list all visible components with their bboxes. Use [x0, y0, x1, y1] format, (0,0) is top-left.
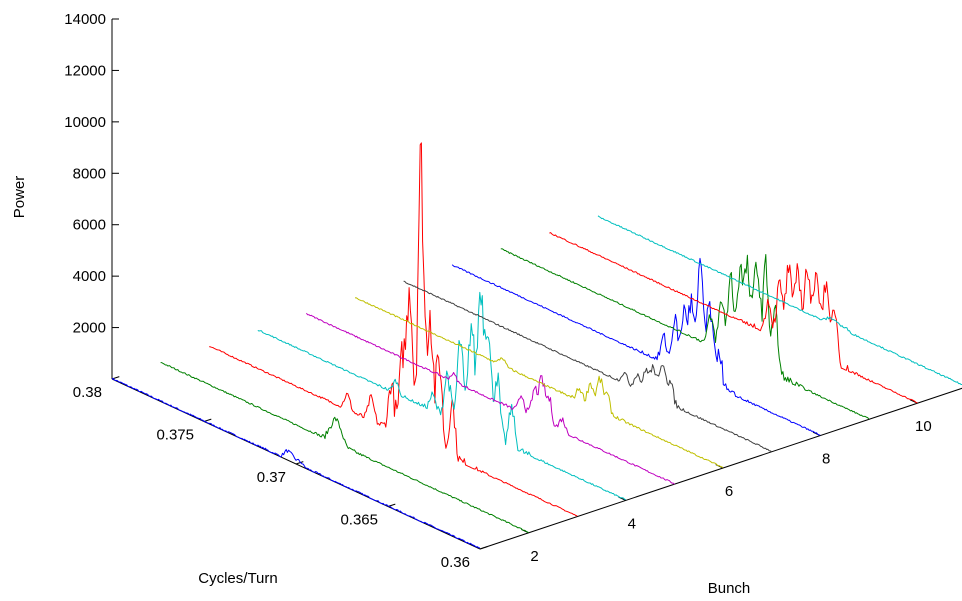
bunch-axis-line [479, 387, 962, 550]
series-line-bunch-1 [111, 377, 481, 549]
cycles-tick-label: 0.38 [73, 384, 102, 401]
bunch-axis-label: Bunch [708, 580, 751, 597]
series-line-bunch-10 [549, 232, 918, 404]
series-line-bunch-8 [451, 257, 821, 436]
power-tick-label: 2000 [73, 320, 106, 337]
tick-group: 2000 4000 6000 8000 10000 12000 14000 0.36 0.365… [64, 11, 931, 571]
power-tick-label: 8000 [73, 165, 106, 182]
bunch-tick-label: 2 [530, 548, 538, 565]
power-tick-label: 4000 [73, 268, 106, 285]
series-line-bunch-7 [403, 280, 772, 453]
cycles-tick-label: 0.36 [441, 554, 470, 571]
cycles-tick-mark [479, 546, 488, 550]
bunch-tick-label: 6 [725, 483, 733, 500]
bunch-tick-label: 8 [822, 451, 830, 468]
power-tick-label: 14000 [64, 11, 106, 28]
power-axis-label: Power [11, 176, 28, 219]
cycles-tick-label: 0.365 [340, 512, 378, 529]
series-line-bunch-2 [160, 362, 529, 534]
series-line-bunch-6 [354, 297, 724, 468]
cycles-tick-mark [295, 461, 304, 465]
series-line-bunch-9 [500, 248, 870, 420]
bunch-tick-label: 4 [628, 515, 636, 532]
series-line-bunch-3 [209, 142, 578, 517]
power-tick-label: 10000 [64, 114, 106, 131]
bunch-tick-label: 10 [915, 418, 932, 435]
power-tick-label: 12000 [64, 62, 106, 79]
series-group [111, 142, 962, 549]
cycles-tick-label: 0.375 [156, 427, 194, 444]
cycles-tick-label: 0.37 [257, 469, 286, 486]
power-tick-label: 6000 [73, 217, 106, 234]
series-line-bunch-5 [306, 312, 675, 485]
chart-axes [111, 19, 962, 550]
series-line-bunch-11 [597, 215, 962, 385]
cycles-axis-label: Cycles/Turn [198, 570, 277, 587]
series-line-bunch-4 [257, 291, 626, 501]
